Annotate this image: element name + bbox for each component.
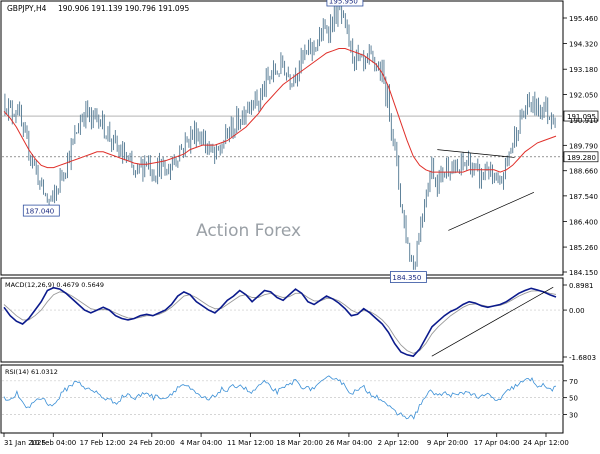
price-annotation-box xyxy=(22,204,60,217)
time-axis-label: 11 Mar 12:00 xyxy=(227,439,274,447)
price-annotation-text: 184.350 xyxy=(392,274,421,282)
macd-axis-label: -1.6803 xyxy=(569,354,596,362)
price-axis-label: 187.540 xyxy=(569,193,598,201)
price-axis-label: 192.050 xyxy=(569,92,598,100)
price-axis-label: 190.910 xyxy=(569,117,598,125)
symbol-label: GBPJPY,H4 xyxy=(7,4,47,13)
macd-label: MACD(12,26,9) 0.4679 0.5649 xyxy=(5,281,104,289)
time-axis-label: 17 Apr 04:00 xyxy=(474,439,520,447)
price-axis-label: 193.180 xyxy=(569,66,598,74)
price-annotation-text: 187.040 xyxy=(25,208,54,216)
macd-trendline xyxy=(431,286,554,357)
price-axis-label: 186.400 xyxy=(569,218,598,226)
rsi-axis-label: 70 xyxy=(569,378,578,386)
price-axis-label: 188.660 xyxy=(569,168,598,176)
rsi-axis-label: 50 xyxy=(569,395,578,403)
time-axis-label: 9 Apr 20:00 xyxy=(427,439,468,447)
macd-main-line xyxy=(3,286,557,358)
time-axis-label: 31 Jan 2025 xyxy=(4,439,46,447)
price-axis-label: 185.260 xyxy=(569,244,598,252)
time-axis-label: 18 Mar 20:00 xyxy=(276,439,323,447)
price-annotation-box xyxy=(326,0,364,7)
macd-axis-label: 0.8981 xyxy=(569,282,594,290)
last-price-box xyxy=(563,110,599,122)
price-annotation-box xyxy=(389,271,427,283)
macd-pane[interactable] xyxy=(0,277,564,363)
rsi-label: RSI(14) 61.0312 xyxy=(5,368,58,376)
watermark-text: Action Forex xyxy=(196,221,301,241)
triangle-upper-line xyxy=(437,149,515,158)
time-axis-label: 4 Mar 04:00 xyxy=(180,439,222,447)
triangle-lower-line xyxy=(448,191,535,231)
rsi-pane[interactable] xyxy=(0,364,564,434)
price-pane[interactable] xyxy=(0,0,564,276)
time-axis-label: 26 Mar 04:00 xyxy=(326,439,373,447)
time-axis-label: 17 Feb 12:00 xyxy=(80,439,126,447)
macd-axis-label: 0.00 xyxy=(569,307,585,315)
price-axis-label: 194.320 xyxy=(569,41,598,49)
time-axis-label: 10 Feb 04:00 xyxy=(30,439,76,447)
rsi-line xyxy=(3,375,557,420)
moving-average-line xyxy=(3,48,557,173)
time-axis-label: 24 Feb 20:00 xyxy=(129,439,175,447)
time-axis-label: 24 Apr 12:00 xyxy=(523,439,569,447)
rsi-axis-label: 30 xyxy=(569,412,578,420)
time-axis-label: 2 Apr 12:00 xyxy=(378,439,419,447)
price-axis-label: 184.150 xyxy=(569,269,598,277)
price-axis-label: 189.790 xyxy=(569,142,598,150)
ohlc-readout: 190.906 191.139 190.796 191.095 xyxy=(58,4,189,13)
last-price-box-text: 191.095 xyxy=(567,113,596,121)
price-annotation-text: 195.950 xyxy=(329,0,358,5)
price-axis-label: 195.460 xyxy=(569,15,598,23)
level-price-box-text: 189.280 xyxy=(567,154,596,162)
macd-signal-line xyxy=(3,290,557,354)
level-price-box xyxy=(563,151,599,163)
